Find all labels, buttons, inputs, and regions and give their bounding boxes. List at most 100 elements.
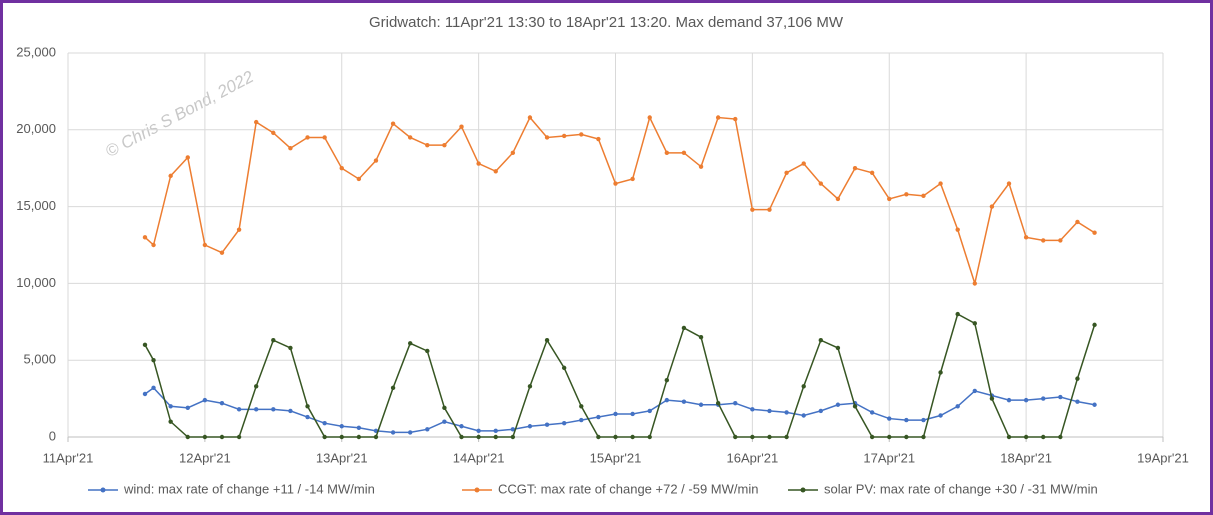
series-marker (493, 169, 498, 174)
series-marker (715, 401, 721, 406)
series-marker (527, 115, 533, 120)
series-marker (219, 250, 225, 255)
series-marker (681, 399, 687, 404)
series-marker (972, 388, 977, 394)
series-marker (801, 384, 806, 389)
series-marker (1075, 219, 1080, 225)
series-marker (767, 434, 772, 440)
series-marker (151, 242, 156, 248)
series-marker (733, 116, 738, 122)
series-marker (750, 207, 755, 212)
series-marker (938, 413, 943, 418)
series-marker (681, 150, 687, 156)
series-marker (801, 413, 806, 418)
series-marker (989, 204, 995, 209)
series-marker (510, 150, 516, 156)
series-marker (544, 135, 550, 140)
y-tick-label: 10,000 (16, 275, 56, 290)
series-marker (425, 427, 430, 432)
x-tick-label: 14Apr'21 (453, 450, 505, 465)
series-marker (869, 170, 875, 176)
series-marker (955, 404, 960, 409)
series-marker (579, 132, 584, 137)
series-marker (305, 414, 310, 420)
series-marker (142, 342, 148, 348)
y-tick-label: 20,000 (16, 121, 56, 136)
series-marker (305, 404, 310, 409)
series-marker (442, 405, 447, 411)
series-marker (510, 427, 516, 432)
x-tick-label: 19Apr'21 (1137, 450, 1189, 465)
series-marker (322, 420, 327, 426)
series-marker (271, 130, 276, 136)
series-marker (288, 408, 293, 414)
series-marker (955, 311, 960, 317)
series-marker (835, 345, 841, 351)
series-marker (185, 434, 190, 440)
legend-marker (100, 487, 106, 493)
series-marker (630, 176, 635, 182)
y-tick-label: 15,000 (16, 198, 56, 213)
series-marker (254, 119, 259, 125)
series-marker (715, 115, 721, 120)
series-marker (972, 281, 977, 286)
series-marker (1041, 396, 1046, 401)
series-marker (955, 227, 960, 232)
series-marker (698, 334, 704, 340)
x-tick-label: 11Apr'21 (43, 450, 94, 465)
series-marker (647, 408, 652, 414)
series-marker (425, 142, 430, 148)
series-marker (972, 321, 977, 326)
series-marker (459, 434, 464, 440)
series-marker (698, 402, 704, 407)
series-marker (493, 428, 498, 434)
series-marker (698, 164, 704, 169)
series-marker (938, 370, 943, 375)
series-marker (185, 155, 190, 160)
series-marker (202, 434, 208, 440)
series-marker (168, 173, 173, 179)
series-marker (168, 404, 173, 409)
series-marker (664, 377, 670, 383)
series-marker (142, 391, 148, 397)
series-marker (647, 434, 652, 440)
x-tick-label: 18Apr'21 (1000, 450, 1052, 465)
series-marker (390, 121, 396, 126)
series-marker (373, 434, 379, 440)
series-marker (271, 338, 276, 343)
series-marker (339, 166, 344, 171)
series-marker (613, 434, 618, 440)
series-marker (596, 136, 601, 142)
series-marker (869, 434, 875, 440)
series-marker (1075, 399, 1080, 404)
series-marker (1041, 238, 1046, 243)
series-marker (476, 434, 481, 440)
series-marker (989, 396, 995, 401)
series-marker (801, 161, 806, 166)
series-marker (750, 434, 755, 440)
series-marker (425, 348, 430, 354)
series-marker (733, 434, 738, 440)
series-marker (869, 410, 875, 415)
series-marker (254, 407, 259, 412)
series-marker (1006, 397, 1012, 403)
series-marker (442, 419, 447, 424)
series-marker (236, 407, 242, 412)
series-marker (288, 146, 293, 151)
series-marker (271, 407, 276, 412)
series-marker (1092, 230, 1097, 235)
series-marker (852, 166, 858, 171)
series-marker (442, 142, 447, 148)
series-marker (510, 434, 516, 440)
series-marker (818, 338, 824, 343)
series-marker (1023, 434, 1029, 440)
series-marker (219, 401, 225, 406)
series-marker (887, 196, 892, 202)
series-marker (236, 227, 242, 232)
series-marker (407, 430, 413, 435)
series-marker (390, 385, 396, 391)
legend-marker (474, 487, 480, 493)
x-tick-label: 15Apr'21 (590, 450, 642, 465)
